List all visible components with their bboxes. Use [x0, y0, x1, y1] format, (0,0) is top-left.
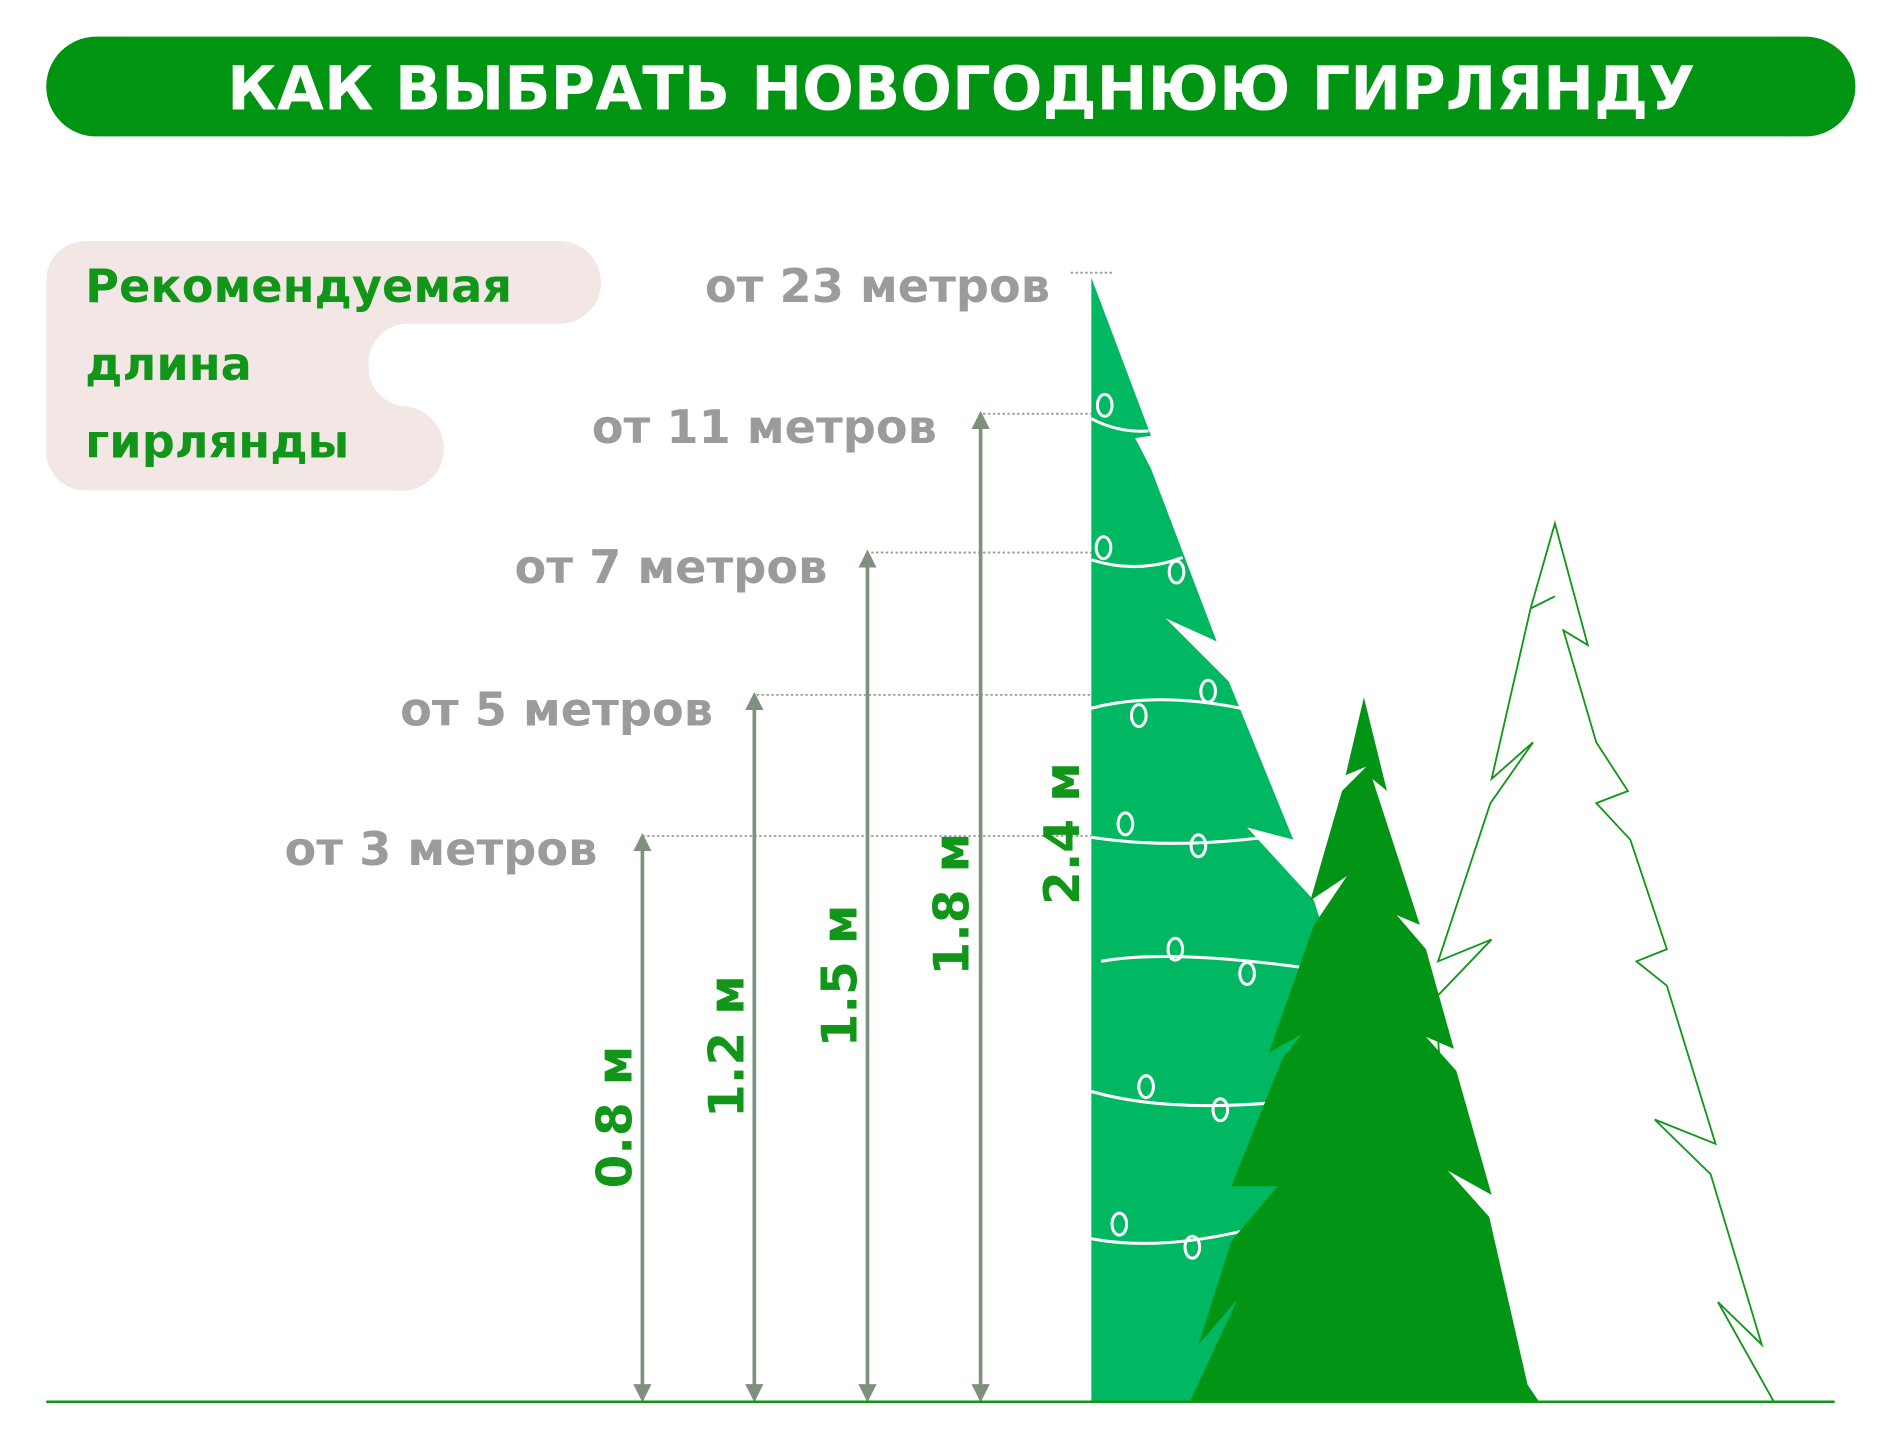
height-label-2-4: 2.4 м — [1035, 762, 1091, 905]
page-title: КАК ВЫБРАТЬ НОВОГОДНЮЮ ГИРЛЯНДУ — [227, 55, 1695, 125]
legend-line-1: Рекомендуемая — [85, 259, 512, 313]
height-label-0-8: 0.8 м — [587, 1046, 643, 1189]
height-label-1-2: 1.2 м — [699, 975, 755, 1118]
length-label-7: от 7 метров — [514, 540, 827, 594]
height-label-1-8: 1.8 м — [924, 833, 980, 976]
length-label-23: от 23 метров — [705, 259, 1050, 313]
length-label-5: от 5 метров — [400, 682, 713, 736]
length-label-11: от 11 метров — [592, 400, 937, 454]
legend-line-3: гирлянды — [85, 415, 349, 469]
dark-tree-icon — [1189, 697, 1540, 1402]
legend-box — [46, 241, 602, 491]
legend-line-2: длина — [85, 337, 252, 391]
title-banner — [46, 36, 1856, 137]
height-label-1-5: 1.5 м — [813, 904, 869, 1047]
length-label-3: от 3 метров — [284, 822, 597, 876]
garland-lights-icon — [1090, 392, 1303, 1260]
height-arrows — [633, 410, 990, 1403]
outline-tree-icon — [1434, 519, 1776, 1403]
